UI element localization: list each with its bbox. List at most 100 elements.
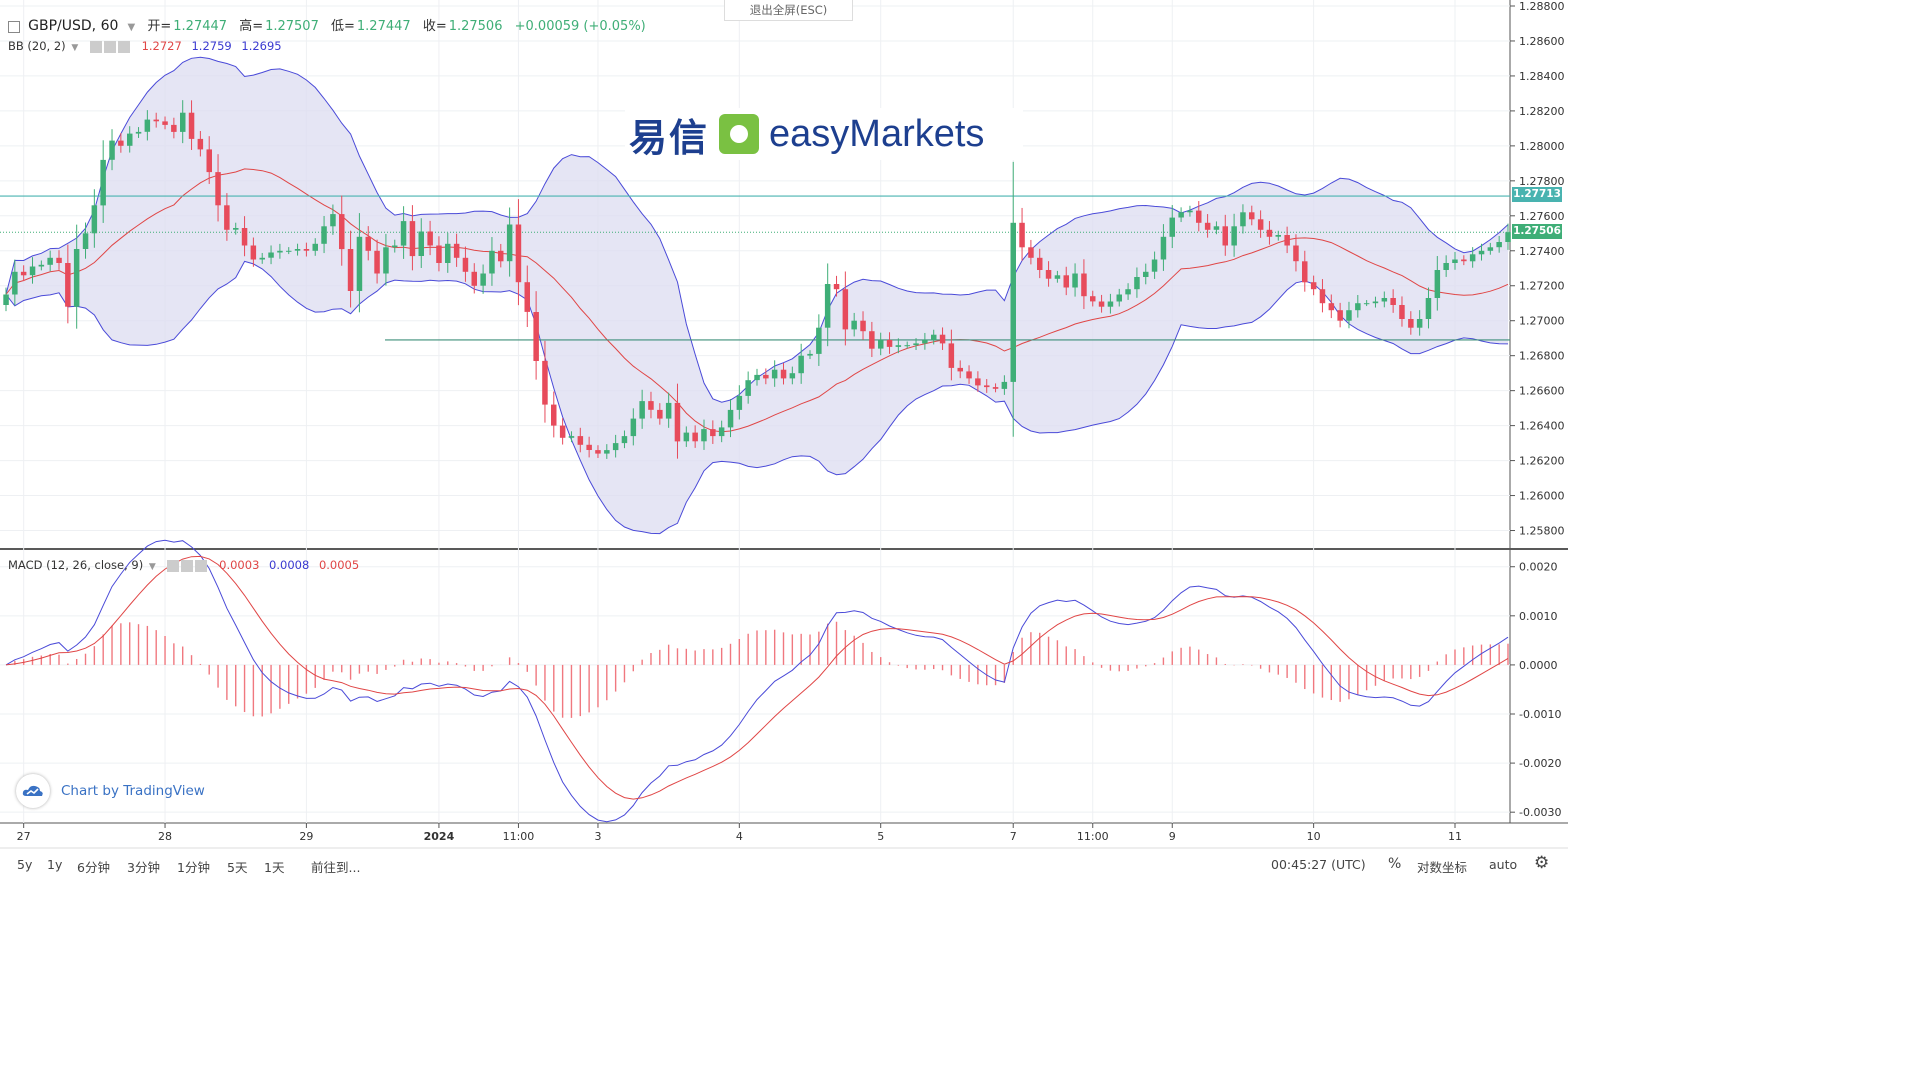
- high-value: 1.27507: [265, 19, 319, 34]
- candle-body: [683, 432, 690, 442]
- chevron-down-icon[interactable]: ▼: [148, 562, 156, 572]
- utc-clock[interactable]: 00:45:27 (UTC): [1271, 857, 1366, 872]
- log-scale-button[interactable]: 对数坐标: [1417, 860, 1468, 875]
- auto-scale-button[interactable]: auto: [1489, 857, 1518, 872]
- price-tick-label: 1.28400: [1519, 70, 1565, 83]
- candle-body: [842, 289, 849, 330]
- candle-body: [250, 245, 257, 260]
- candle-body: [1169, 217, 1175, 237]
- candle-body: [73, 249, 80, 307]
- bb-label[interactable]: BB (20, 2): [8, 39, 66, 53]
- range-6min-button[interactable]: 6分钟: [77, 860, 110, 875]
- candle-body: [745, 380, 751, 396]
- open-value: 1.27447: [173, 19, 228, 34]
- resistance-price-tag: 1.27713: [1512, 187, 1562, 202]
- candle-body: [215, 172, 221, 206]
- candle-body: [65, 263, 71, 307]
- candle-body: [188, 112, 195, 139]
- candle-body: [392, 245, 398, 248]
- price-tick-label: 1.27800: [1519, 175, 1565, 188]
- goto-date-button[interactable]: 前往到...: [311, 860, 361, 875]
- time-tick-label: 28: [158, 830, 172, 843]
- candle-body: [1010, 222, 1016, 382]
- candle-body: [551, 404, 557, 426]
- exit-fullscreen-button[interactable]: 退出全屏(ESC): [724, 0, 853, 21]
- gear-icon[interactable]: ⚙: [1534, 853, 1550, 873]
- candle-body: [303, 249, 310, 251]
- candle-body: [162, 121, 168, 125]
- candle-body: [91, 205, 98, 234]
- range-5d-button[interactable]: 5天: [227, 860, 248, 875]
- candle-body: [1390, 298, 1396, 305]
- macd-hist-value: 0.0003: [219, 558, 260, 572]
- bb-lower-value: 1.2695: [241, 39, 282, 53]
- logo-cn-text: 易信: [629, 115, 710, 160]
- easymarkets-logo: 易信 easyMarkets: [625, 108, 1023, 160]
- candle-body: [453, 243, 460, 258]
- candle-body: [577, 436, 584, 445]
- price-tick-label: 1.26600: [1519, 385, 1565, 398]
- tradingview-link[interactable]: Chart by TradingView: [61, 783, 205, 799]
- candle-body: [710, 429, 716, 437]
- candle-body: [1151, 259, 1158, 272]
- time-tick-label: 3: [594, 830, 601, 843]
- candle-body: [533, 312, 539, 361]
- close-icon[interactable]: [195, 559, 208, 572]
- eye-icon[interactable]: [89, 40, 102, 53]
- gear-icon[interactable]: [103, 40, 116, 53]
- bb-basis-value: 1.2727: [141, 39, 182, 53]
- candle-body: [807, 353, 813, 356]
- candle-body: [1478, 250, 1485, 255]
- candle-body: [727, 409, 734, 428]
- macd-signal-line: [5, 555, 1509, 800]
- candle-body: [1160, 236, 1167, 260]
- candle-body: [665, 402, 672, 419]
- candle-body: [833, 284, 840, 290]
- candle-body: [1355, 303, 1361, 311]
- candle-body: [1381, 298, 1388, 302]
- percent-scale-button[interactable]: %: [1388, 856, 1402, 872]
- candle-body: [1107, 301, 1114, 307]
- eye-icon[interactable]: [167, 559, 180, 572]
- candle-body: [100, 159, 106, 206]
- candle-body: [869, 331, 875, 349]
- candle-body: [1302, 261, 1308, 283]
- range-5y-button[interactable]: 5y: [17, 857, 33, 872]
- range-1d-button[interactable]: 1天: [264, 860, 285, 875]
- macd-label[interactable]: MACD (12, 26, close, 9): [8, 558, 144, 572]
- candle-body: [38, 264, 45, 267]
- candle-body: [445, 243, 451, 263]
- candle-body: [1416, 319, 1423, 328]
- candle-body: [1143, 271, 1149, 277]
- candle-body: [489, 250, 495, 274]
- price-tick-label: 1.27400: [1519, 245, 1565, 258]
- candle-body: [674, 402, 681, 442]
- tradingview-attribution[interactable]: Chart by TradingView: [16, 774, 205, 808]
- collapse-icon[interactable]: [8, 20, 20, 33]
- candle-body: [197, 138, 204, 150]
- close-icon[interactable]: [117, 40, 130, 53]
- time-tick-label: 27: [17, 830, 31, 843]
- macd-tick-label: 0.0020: [1519, 561, 1558, 574]
- candle-body: [1196, 210, 1202, 223]
- chevron-down-icon[interactable]: ▼: [127, 22, 136, 33]
- candle-body: [630, 418, 637, 437]
- candle-body: [20, 271, 27, 276]
- candle-body: [3, 294, 9, 305]
- chevron-down-icon[interactable]: ▼: [71, 43, 79, 53]
- range-1min-button[interactable]: 1分钟: [177, 860, 210, 875]
- price-tick-label: 1.25800: [1519, 525, 1565, 538]
- candle-body: [153, 119, 159, 122]
- gear-icon[interactable]: [181, 559, 194, 572]
- ohlc-header: GBP/USD, 60 ▼ 开= 1.27447 高= 1.27507 低= 1.27…: [8, 15, 648, 34]
- candle-body: [1452, 259, 1458, 263]
- candle-body: [1098, 301, 1105, 307]
- candle-body: [1337, 310, 1343, 321]
- symbol-label[interactable]: GBP/USD, 60: [28, 18, 119, 34]
- range-1y-button[interactable]: 1y: [47, 857, 63, 872]
- candle-body: [612, 443, 619, 451]
- candle-body: [1266, 229, 1273, 237]
- macd-tick-label: -0.0020: [1519, 757, 1561, 770]
- candle-body: [1505, 232, 1511, 242]
- range-3min-button[interactable]: 3分钟: [127, 860, 160, 875]
